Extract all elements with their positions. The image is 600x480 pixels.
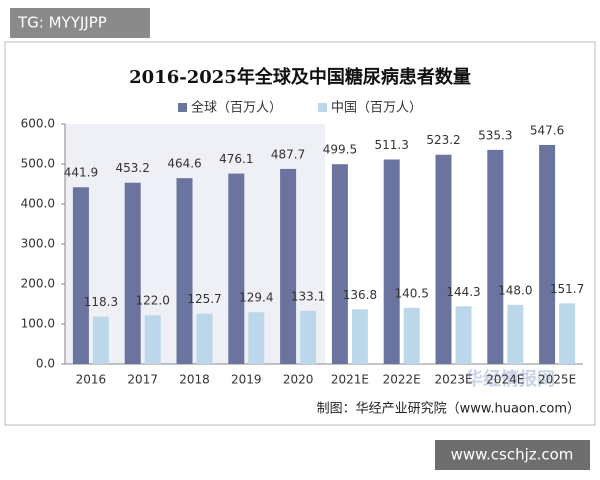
legend-label: 中国（百万人） [331,101,422,116]
value-label: 125.7 [187,292,221,306]
value-label: 151.7 [550,282,584,296]
value-label: 148.0 [498,283,532,297]
value-label: 487.7 [271,147,305,161]
legend-label: 全球（百万人） [191,100,282,116]
watermark-box [435,440,590,470]
y-tick-label: 200.0 [21,277,55,291]
bar [331,164,348,364]
x-tick-label: 2023E [434,373,472,387]
value-label: 118.3 [84,295,118,309]
x-tick-label: 2017 [127,373,158,387]
bar [248,312,265,364]
bar [507,304,524,364]
bar [383,159,400,364]
y-tick-label: 300.0 [21,237,55,251]
bar [487,149,504,364]
x-tick-label: 2019 [231,373,262,387]
bar [72,187,89,364]
value-label: 476.1 [219,152,253,166]
y-tick-label: 600.0 [21,117,55,131]
value-label: 140.5 [395,286,429,300]
bar [539,144,556,364]
watermark-bottom: www.cschjz.com [451,446,574,464]
legend-swatch [318,103,327,112]
x-tick-label: 2025E [538,373,576,387]
bar [559,303,576,364]
x-tick-label: 2021E [331,373,369,387]
source: 制图：华经产业研究院（www.huaon.com） [317,402,580,417]
x-tick-label: 2020 [283,373,314,387]
value-label: 523.2 [426,133,460,147]
watermark-logo: 华经情报网 [465,368,555,390]
value-label: 129.4 [239,291,273,305]
bar [435,154,452,364]
value-label: 441.9 [64,166,98,180]
value-label: 122.0 [136,294,170,308]
y-tick-label: 500.0 [21,157,55,171]
value-label: 144.3 [446,285,480,299]
value-label: 136.8 [343,288,377,302]
x-tick-label: 2024E [486,373,524,387]
y-tick-label: 0.0 [36,357,55,371]
bar [300,310,317,364]
bar [92,316,109,364]
bar [144,315,161,364]
value-label: 453.2 [116,161,150,175]
bar [403,307,420,364]
value-label: 133.1 [291,289,325,303]
bar [455,306,472,364]
value-label: 511.3 [375,138,409,152]
chart-title: 2016-2025年全球及中国糖尿病患者数量 [129,66,471,88]
x-tick-label: 2016 [76,373,107,387]
value-label: 535.3 [478,128,512,142]
watermark-box [10,8,150,38]
value-label: 547.6 [530,123,564,137]
y-tick-label: 100.0 [21,317,55,331]
legend-swatch [178,103,187,112]
x-tick-label: 2022E [383,373,421,387]
y-tick-label: 400.0 [21,197,55,211]
x-tick-label: 2018 [179,373,210,387]
bar [280,168,297,364]
bar [124,182,141,364]
value-label: 464.6 [167,157,201,171]
bar [196,313,213,364]
watermark-top: TG: MYYJJPP [17,14,107,32]
value-label: 499.5 [323,143,357,157]
bar [176,178,193,364]
bar [351,309,368,364]
bar [228,173,245,364]
